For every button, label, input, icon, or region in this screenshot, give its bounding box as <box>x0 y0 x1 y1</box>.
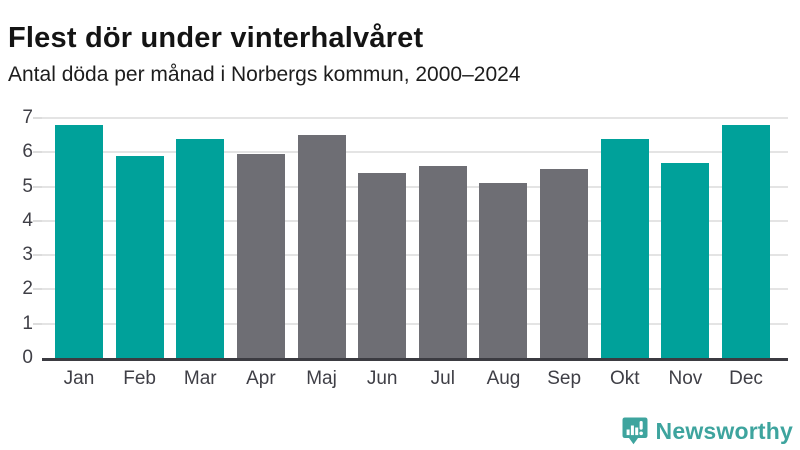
newsworthy-logo-text: Newsworthy <box>655 417 793 444</box>
gridline-4 <box>42 219 788 222</box>
gridline-1 <box>42 322 788 325</box>
x-axis-label-sep: Sep <box>547 368 582 389</box>
y-axis-label-3: 3 <box>22 244 33 266</box>
y-axis-label-5: 5 <box>22 175 33 197</box>
x-axis-label-jul: Jul <box>430 368 455 389</box>
y-tick-3 <box>33 254 42 257</box>
x-axis-label-aug: Aug <box>486 368 521 389</box>
y-axis-label-4: 4 <box>22 209 33 231</box>
brand-footer: Newsworthy <box>621 416 793 446</box>
bar-okt <box>600 138 649 358</box>
gridline-6 <box>42 151 788 154</box>
y-tick-5 <box>33 185 42 188</box>
newsworthy-logo-icon <box>621 416 649 446</box>
plot-area <box>33 117 788 361</box>
y-axis-label-2: 2 <box>22 278 33 300</box>
gridline-2 <box>42 288 788 291</box>
chart-subtitle: Antal döda per månad i Norbergs kommun, … <box>8 63 521 86</box>
x-axis-label-dec: Dec <box>729 368 763 389</box>
x-axis-label-mar: Mar <box>183 368 217 389</box>
bar-mar <box>176 138 225 358</box>
y-axis-labels: 0 1 2 3 4 5 6 7 <box>0 107 33 368</box>
x-axis-label-jun: Jun <box>366 368 398 389</box>
x-axis-label-feb: Feb <box>123 368 156 389</box>
y-tick-4 <box>33 219 42 222</box>
x-axis-label-nov: Nov <box>668 368 703 389</box>
gridline-5 <box>42 185 788 188</box>
x-axis-label-jan: Jan <box>63 368 95 389</box>
bar-maj <box>297 135 346 358</box>
y-axis-label-7: 7 <box>22 107 33 128</box>
bar-jan <box>55 124 103 358</box>
x-axis-label-okt: Okt <box>609 368 640 389</box>
bar-feb <box>115 155 164 358</box>
x-axis-label-maj: Maj <box>306 368 337 389</box>
y-axis-label-6: 6 <box>22 141 33 163</box>
y-axis-label-0: 0 <box>22 347 33 368</box>
y-tick-7 <box>33 117 42 119</box>
x-axis-label-apr: Apr <box>246 368 276 389</box>
chart-title: Flest dör under vinterhalvåret <box>8 22 424 55</box>
bar-sep <box>540 169 589 358</box>
y-tick-2 <box>33 288 42 291</box>
y-axis-label-1: 1 <box>22 312 33 334</box>
bar-aug <box>479 183 528 358</box>
bar-apr <box>236 154 285 358</box>
bar-nov <box>661 162 710 358</box>
gridline-3 <box>42 254 788 257</box>
bar-jul <box>418 166 467 358</box>
gridline-7 <box>42 117 788 119</box>
y-tick-1 <box>33 322 42 325</box>
y-tick-6 <box>33 151 42 154</box>
bar-dec <box>722 124 771 358</box>
bar-jun <box>358 172 407 358</box>
x-axis-labels: Jan Feb Mar Apr Maj Jun Jul Aug Sep Okt Nov Dec <box>42 367 788 393</box>
